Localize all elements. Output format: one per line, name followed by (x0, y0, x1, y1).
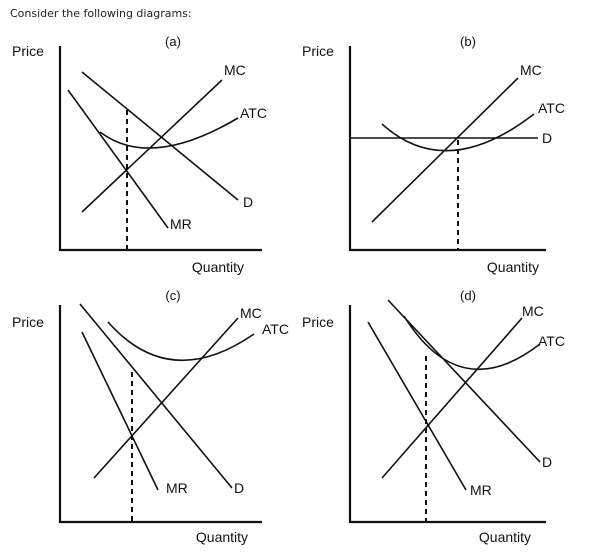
panel-b-axes (348, 46, 546, 252)
panel-b-label: (b) (460, 34, 476, 49)
panel-a-mc-label: MC (224, 62, 246, 78)
panel-c: (c) Price Quantity MC ATC D MR (12, 288, 289, 545)
panel-a-demand-curve (81, 71, 239, 201)
panel-d-mc-curve (381, 317, 523, 479)
panel-c-d-label: D (234, 480, 244, 496)
panel-c-atc-label: ATC (262, 321, 289, 337)
panel-c-label: (c) (165, 288, 180, 303)
panel-c-mr-curve (81, 331, 159, 491)
panel-a-mr-label: MR (170, 216, 192, 232)
panel-a-y-axis-label: Price (12, 43, 44, 59)
panel-d-label: (d) (460, 288, 476, 303)
panel-d-mr-label: MR (470, 482, 492, 498)
panel-a-mc-curve (81, 79, 223, 213)
panel-c-mr-label: MR (166, 480, 188, 496)
panel-c-axes (58, 305, 262, 524)
panel-a-x-axis-label: Quantity (192, 259, 244, 275)
panel-a-axes (58, 46, 262, 252)
panel-b-x-axis-label: Quantity (487, 259, 539, 275)
panel-c-mc-curve (93, 317, 239, 479)
panel-c-mc-label: MC (240, 305, 262, 321)
panel-a-label: (a) (165, 34, 181, 49)
panel-d-mr-curve (367, 321, 467, 491)
panel-a-mr-curve (67, 89, 169, 229)
panel-d: (d) Price Quantity MC ATC D MR (302, 288, 565, 545)
panel-b-mc-label: MC (520, 62, 542, 78)
panel-d-mc-label: MC (522, 303, 544, 319)
panel-b-y-axis-label: Price (302, 43, 334, 59)
panel-c-x-axis-label: Quantity (196, 529, 248, 545)
panel-a: (a) Price Quantity MC ATC D MR (12, 34, 267, 275)
panel-b-d-label: D (542, 130, 552, 146)
panel-a-d-label: D (243, 194, 253, 210)
panel-d-demand-curve (387, 299, 541, 463)
panel-b: (b) Price Quantity MC ATC D (302, 34, 565, 275)
panel-b-atc-label: ATC (538, 100, 565, 116)
panel-b-atc-curve (381, 113, 535, 152)
question-prompt: Consider the following diagrams: (10, 7, 192, 20)
panel-d-atc-label: ATC (538, 333, 565, 349)
panel-d-d-label: D (542, 454, 552, 470)
panel-d-axes (348, 305, 546, 524)
panel-c-atc-curve (107, 321, 255, 362)
panel-a-atc-label: ATC (240, 105, 267, 121)
panel-c-y-axis-label: Price (12, 314, 44, 330)
panel-c-demand-curve (79, 303, 233, 489)
panel-d-y-axis-label: Price (302, 314, 334, 330)
panel-d-atc-curve (403, 315, 541, 371)
panel-a-atc-curve (99, 117, 239, 149)
panel-d-x-axis-label: Quantity (479, 529, 531, 545)
